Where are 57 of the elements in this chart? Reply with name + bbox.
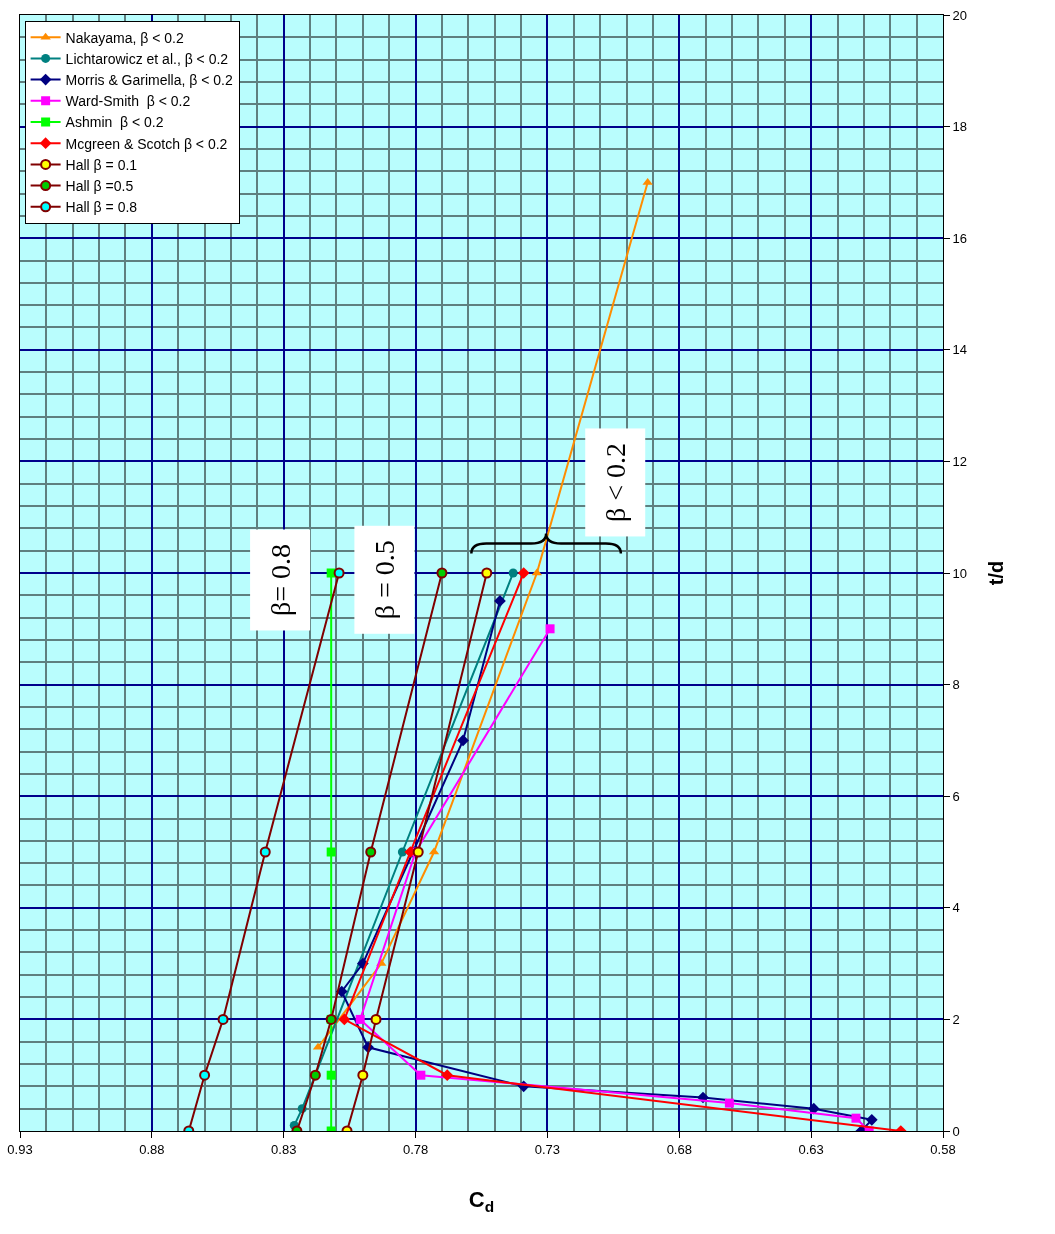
x-tick-label: 0.73 bbox=[534, 1141, 561, 1157]
y-tick-label: 10 bbox=[952, 565, 968, 581]
x-tick-label: 0.83 bbox=[271, 1141, 297, 1157]
legend-label: Mcgreen & Scotch β < 0.2 bbox=[65, 135, 228, 152]
point bbox=[517, 567, 530, 579]
point bbox=[326, 1070, 336, 1080]
legend-label: Morris & Garimella, β < 0.2 bbox=[65, 72, 233, 89]
y-tick-label: 20 bbox=[952, 7, 968, 23]
y-tick-label: 6 bbox=[952, 788, 960, 804]
point bbox=[338, 1013, 351, 1026]
point bbox=[333, 567, 345, 579]
y-tick-label: 8 bbox=[952, 677, 960, 693]
y-tick-label: 16 bbox=[952, 230, 968, 246]
y-tick-label: 14 bbox=[952, 342, 968, 358]
point bbox=[724, 1098, 734, 1108]
x-axis-title: C$_{d}$ bbox=[468, 1187, 495, 1215]
annotation: β= 0.8 bbox=[264, 543, 296, 616]
annotation: β = 0.5 bbox=[368, 540, 400, 620]
legend-label: Ward-Smith β < 0.2 bbox=[65, 93, 191, 110]
legend-label: Lichtarowicz et al., β < 0.2 bbox=[65, 50, 229, 67]
y-tick-label: 18 bbox=[952, 119, 968, 135]
y-tick-label: 2 bbox=[952, 1011, 960, 1027]
point bbox=[370, 1013, 382, 1025]
legend-label: Hall β =0.5 bbox=[65, 178, 134, 195]
x-tick-label: 0.78 bbox=[402, 1141, 429, 1157]
point bbox=[545, 624, 555, 634]
point bbox=[365, 846, 377, 858]
point bbox=[642, 177, 653, 185]
legend-label: Hall β = 0.8 bbox=[65, 199, 138, 216]
point bbox=[457, 734, 469, 747]
point bbox=[851, 1113, 861, 1123]
y-tick-label: 0 bbox=[952, 1123, 960, 1139]
annotation: β < 0.2 bbox=[599, 442, 631, 522]
point bbox=[355, 1014, 365, 1024]
x-tick-label: 0.63 bbox=[798, 1141, 824, 1157]
y-tick-label: 4 bbox=[952, 900, 960, 916]
point bbox=[309, 1069, 321, 1081]
legend-label: Ashmin β < 0.2 bbox=[65, 114, 164, 131]
x-tick-label: 0.93 bbox=[7, 1141, 33, 1157]
point bbox=[217, 1013, 229, 1025]
x-tick-label: 0.88 bbox=[139, 1141, 165, 1157]
point bbox=[865, 1113, 878, 1126]
x-tick-label: 0.58 bbox=[930, 1141, 956, 1157]
point bbox=[481, 567, 493, 579]
point bbox=[416, 1070, 426, 1080]
y-tick-label: 12 bbox=[952, 453, 968, 469]
point bbox=[357, 1069, 369, 1081]
point bbox=[199, 1069, 211, 1081]
point bbox=[436, 567, 448, 579]
legend-label: Hall β = 0.1 bbox=[65, 156, 138, 173]
point bbox=[441, 1069, 454, 1082]
legend-label: Nakayama, β < 0.2 bbox=[65, 29, 184, 46]
point bbox=[259, 846, 271, 858]
y-axis-title: t/d bbox=[985, 560, 1007, 586]
x-tick-label: 0.68 bbox=[666, 1141, 692, 1157]
point bbox=[508, 568, 518, 578]
point bbox=[326, 847, 336, 857]
